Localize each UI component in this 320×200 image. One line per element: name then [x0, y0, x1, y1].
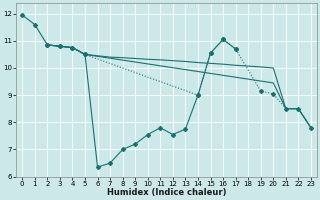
X-axis label: Humidex (Indice chaleur): Humidex (Indice chaleur): [107, 188, 226, 197]
